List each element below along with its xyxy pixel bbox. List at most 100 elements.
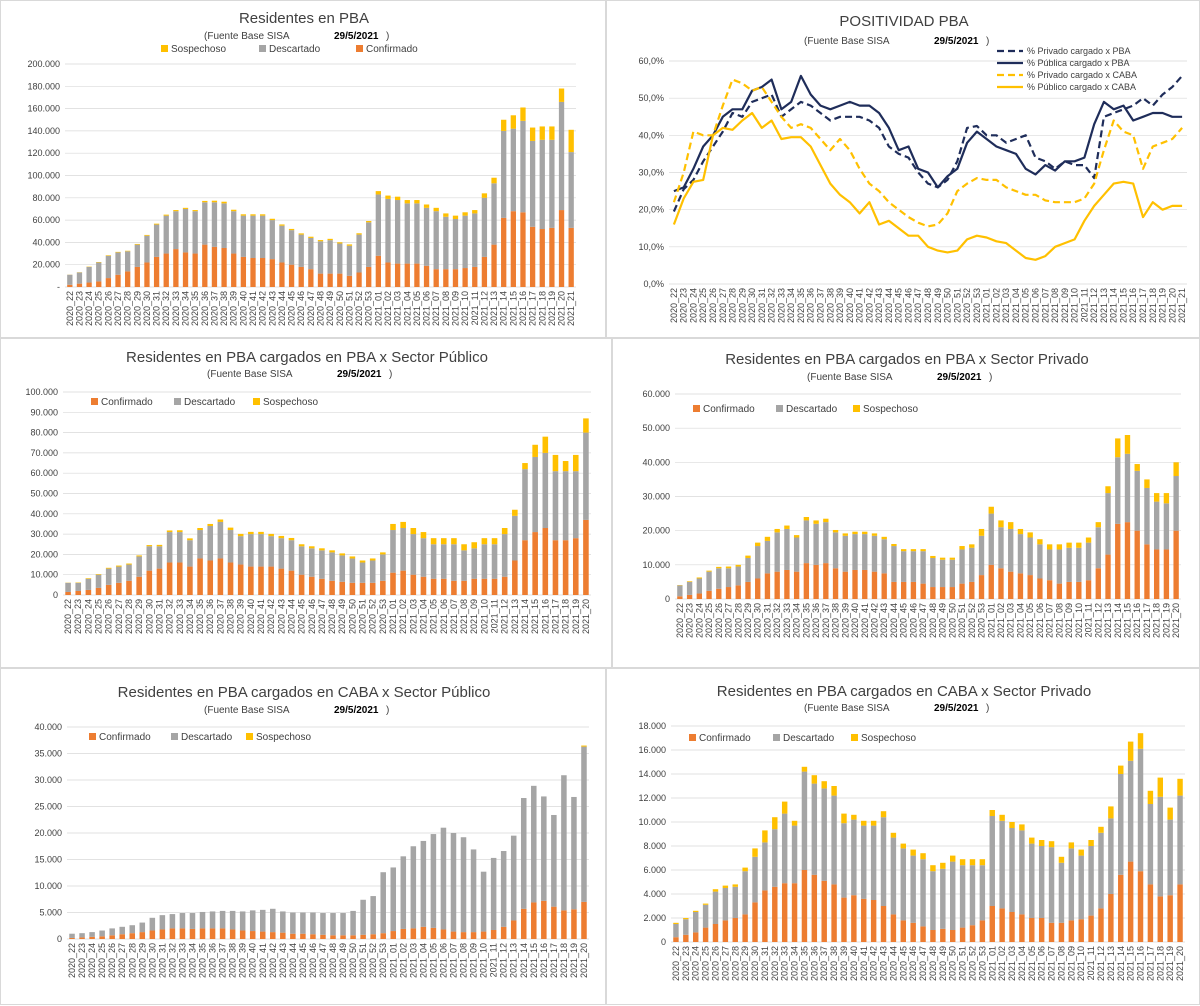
y-tick-label: 180.000 <box>27 81 60 91</box>
bar-confirmado <box>541 901 547 939</box>
bar-descartado <box>998 527 1003 568</box>
x-tick-label: 2020_30 <box>147 943 157 978</box>
bar-confirmado <box>212 247 217 287</box>
x-tick-label: 2021_12 <box>1093 603 1103 638</box>
bar-descartado <box>290 913 296 934</box>
y-tick-label: - <box>57 282 60 292</box>
x-tick-label: 2021_01 <box>388 943 398 978</box>
x-tick-label: 2020_43 <box>276 599 286 634</box>
bar-confirmado <box>852 570 857 599</box>
bar-confirmado <box>230 929 236 939</box>
x-tick-label: 2020_37 <box>815 288 825 323</box>
x-tick-label: 2020_47 <box>317 599 327 634</box>
x-tick-label: 2021_14 <box>499 291 509 326</box>
x-tick-label: 2020_45 <box>298 943 308 978</box>
bar-descartado <box>530 141 535 227</box>
bar-descartado <box>366 222 371 267</box>
bar-descartado <box>160 915 166 929</box>
bar-confirmado <box>782 883 787 942</box>
bar-descartado <box>1019 830 1024 914</box>
legend-swatch-descartado <box>776 405 783 412</box>
x-tick-label: 2020_28 <box>127 943 137 978</box>
bar-sospechoso <box>1154 493 1159 502</box>
bar-descartado <box>501 131 506 218</box>
bar-confirmado <box>989 565 994 599</box>
bar-descartado <box>980 865 985 920</box>
x-tick-label: 2020_34 <box>187 943 197 978</box>
bar-confirmado <box>299 267 304 287</box>
x-tick-label: 2021_17 <box>1145 946 1155 981</box>
bar-confirmado <box>501 927 507 939</box>
bar-sospechoso <box>202 201 207 202</box>
x-tick-label: 2021_08 <box>459 943 469 978</box>
bar-sospechoso <box>1144 479 1149 488</box>
bar-descartado <box>356 235 361 273</box>
bar-confirmado <box>258 567 264 595</box>
bar-descartado <box>1049 847 1054 923</box>
bar-sospechoso <box>979 529 984 536</box>
bar-descartado <box>1059 863 1064 923</box>
bar-descartado <box>930 558 935 587</box>
bar-descartado <box>1037 544 1042 578</box>
bar-confirmado <box>520 212 525 287</box>
bar-descartado <box>782 814 787 884</box>
bar-sospechoso <box>279 224 284 225</box>
bar-descartado <box>532 457 538 532</box>
bar-descartado <box>706 572 711 591</box>
bar-confirmado <box>187 567 193 595</box>
x-tick-label: 2020_36 <box>200 291 210 326</box>
x-tick-label: 2020_30 <box>142 291 152 326</box>
x-tick-label: 2021_19 <box>569 943 579 978</box>
x-tick-label: 2021_04 <box>1011 288 1021 323</box>
bar-descartado <box>220 911 226 928</box>
bar-sospechoso <box>248 532 254 534</box>
bar-sospechoso <box>424 204 429 207</box>
bar-confirmado <box>248 567 254 595</box>
bar-descartado <box>1135 471 1140 531</box>
bar-sospechoso <box>703 904 708 905</box>
bar-sospechoso <box>563 461 569 471</box>
x-tick-label: 2020_35 <box>198 943 208 978</box>
bar-sospechoso <box>841 814 846 824</box>
y-tick-label: 30,0% <box>638 168 664 178</box>
bar-descartado <box>309 548 315 576</box>
x-tick-label: 2021_06 <box>1031 288 1041 323</box>
bar-sospechoso <box>350 556 356 558</box>
bar-confirmado <box>774 572 779 599</box>
bar-descartado <box>441 828 447 930</box>
x-tick-label: 2021_16 <box>1136 946 1146 981</box>
bar-confirmado <box>940 929 945 942</box>
y-tick-label: 160.000 <box>27 104 60 114</box>
x-tick-label: 2021_10 <box>1070 288 1080 323</box>
bar-descartado <box>461 550 467 580</box>
bar-sospechoso <box>360 560 366 562</box>
bar-confirmado <box>794 572 799 599</box>
bar-confirmado <box>96 588 102 595</box>
bar-confirmado <box>561 910 567 939</box>
x-tick-label: 2021_15 <box>1122 603 1132 638</box>
x-tick-label: 2021_05 <box>412 291 422 326</box>
bar-descartado <box>821 788 826 880</box>
bar-descartado <box>716 568 721 589</box>
x-tick-label: 2021_10 <box>1074 603 1084 638</box>
x-tick-label: 2020_32 <box>165 599 175 634</box>
bar-descartado <box>960 865 965 927</box>
bar-sospechoso <box>472 210 477 213</box>
bar-descartado <box>1078 856 1083 920</box>
bar-confirmado <box>414 264 419 287</box>
x-tick-label: 2020_50 <box>947 603 957 638</box>
bar-descartado <box>340 913 346 935</box>
bar-descartado <box>561 775 567 910</box>
bar-confirmado <box>521 909 527 939</box>
x-tick-label: 2020_39 <box>839 946 849 981</box>
bar-confirmado <box>405 264 410 287</box>
bar-descartado <box>920 551 925 583</box>
x-tick-label: 2020_46 <box>903 288 913 323</box>
bar-confirmado <box>802 870 807 942</box>
x-tick-label: 2020_53 <box>364 291 374 326</box>
x-tick-label: 2021_09 <box>1060 288 1070 323</box>
x-tick-label: 2020_31 <box>757 288 767 323</box>
chart-subtitle: (Fuente Base SISA <box>804 703 890 714</box>
bar-confirmado <box>431 579 437 595</box>
bar-sospechoso <box>411 528 417 534</box>
